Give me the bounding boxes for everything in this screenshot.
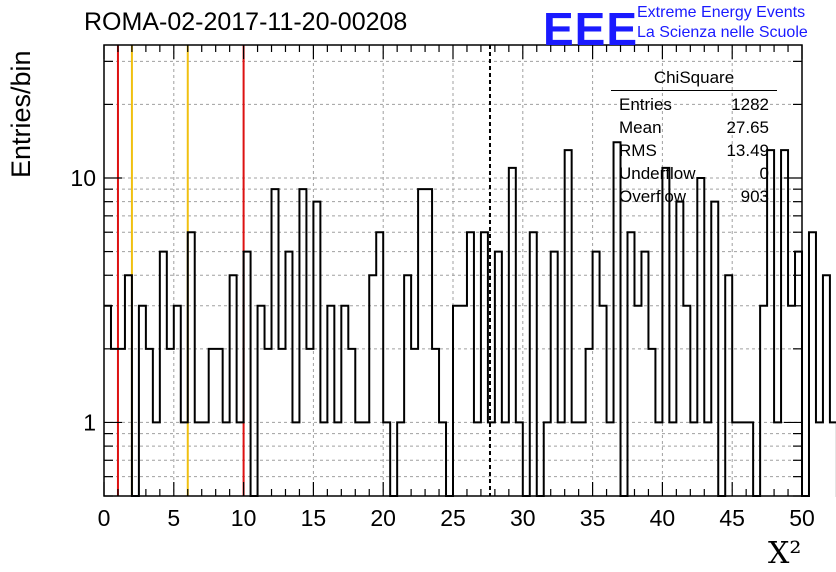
stat-label: RMS: [619, 141, 657, 160]
histogram-bin: [788, 306, 795, 496]
x-tick-label: 15: [301, 505, 327, 531]
x-tick-label: 50: [789, 505, 815, 531]
stats-title: ChiSquare: [611, 66, 777, 91]
y-axis-label: Entries/bin: [6, 50, 36, 178]
histogram-bin: [418, 189, 425, 496]
run-title: ROMA-02-2017-11-20-00208: [84, 8, 408, 36]
x-tick-label: 25: [440, 505, 466, 531]
stat-value: 27.65: [726, 118, 769, 137]
histogram-bin: [725, 275, 732, 496]
histogram-bin: [816, 422, 823, 496]
stat-value: 13.49: [726, 141, 769, 160]
stat-value: 903: [740, 187, 769, 206]
histogram-bin: [230, 275, 237, 496]
histogram-bin: [369, 275, 376, 496]
histogram-bin: [634, 306, 641, 496]
histogram-bin: [662, 168, 669, 496]
histogram-bin: [258, 306, 265, 496]
histogram-bin: [628, 232, 635, 496]
histogram-bin: [593, 252, 600, 496]
histogram-bin: [341, 306, 348, 496]
histogram-bin: [495, 252, 502, 496]
histogram-bin: [830, 422, 836, 496]
histogram-bin: [697, 178, 704, 496]
stat-label: Entries: [619, 95, 672, 114]
x-tick-label: 45: [719, 505, 745, 531]
stats-box: ChiSquare Entries 1282 Mean 27.65 RMS 13…: [611, 66, 777, 208]
histogram-bin: [453, 306, 460, 496]
histogram-bin: [299, 189, 306, 496]
stat-row-entries: Entries 1282: [611, 93, 777, 116]
x-axis-label: X²: [768, 536, 802, 571]
histogram-bin: [188, 232, 195, 496]
histogram-bin: [760, 306, 767, 496]
x-tick-label: 5: [167, 505, 180, 531]
histogram-bin: [174, 306, 181, 496]
stat-row-underflow: Underflow 0: [611, 162, 777, 185]
x-tick-label: 30: [510, 505, 536, 531]
stat-value: 0: [759, 164, 769, 183]
histogram-bin: [327, 306, 334, 496]
histogram-bin: [641, 252, 648, 496]
histogram-bin: [683, 306, 690, 496]
eee-logo: EEE: [543, 3, 639, 55]
stat-label: Underflow: [619, 164, 696, 183]
axis-tick-labels: 0 5 10 15 20 25 30 35 40 45 50 1 10: [70, 165, 814, 531]
histogram-bin: [272, 189, 279, 496]
histogram-bin: [376, 232, 383, 496]
histogram-bin: [600, 306, 607, 496]
histogram-bin: [795, 252, 802, 496]
histogram-bin: [509, 168, 516, 496]
histogram-bin: [425, 189, 432, 496]
stat-row-rms: RMS 13.49: [611, 139, 777, 162]
histogram-bin: [285, 252, 292, 496]
histogram-bin: [823, 275, 830, 496]
y-tick-label: 10: [70, 165, 96, 191]
x-tick-label: 0: [98, 505, 111, 531]
histogram-bin: [404, 275, 411, 496]
histogram-bin: [104, 306, 111, 496]
histogram-bin: [551, 252, 558, 496]
axis-ticks: [103, 45, 803, 497]
stat-label: Overflow: [619, 187, 687, 206]
brand-line-1: Extreme Energy Events: [637, 4, 806, 21]
stat-value: 1282: [731, 95, 769, 114]
histogram-bin: [809, 232, 816, 496]
y-tick-label: 1: [83, 409, 96, 435]
histogram-bin: [467, 232, 474, 496]
x-tick-label: 40: [650, 505, 676, 531]
stat-row-overflow: Overflow 903: [611, 185, 777, 208]
histogram-bin: [160, 252, 167, 496]
histogram-bin: [125, 275, 132, 496]
x-tick-label: 10: [231, 505, 257, 531]
histogram-bin: [481, 232, 488, 496]
x-tick-label: 35: [580, 505, 606, 531]
histogram-bin: [460, 306, 467, 496]
stat-label: Mean: [619, 118, 662, 137]
histogram-bin: [530, 232, 537, 496]
histogram-bin: [244, 252, 251, 496]
x-tick-label: 20: [370, 505, 396, 531]
brand-line-2: La Scienza nelle Scuole: [637, 24, 808, 41]
histogram-bin: [139, 306, 146, 496]
stat-row-mean: Mean 27.65: [611, 116, 777, 139]
